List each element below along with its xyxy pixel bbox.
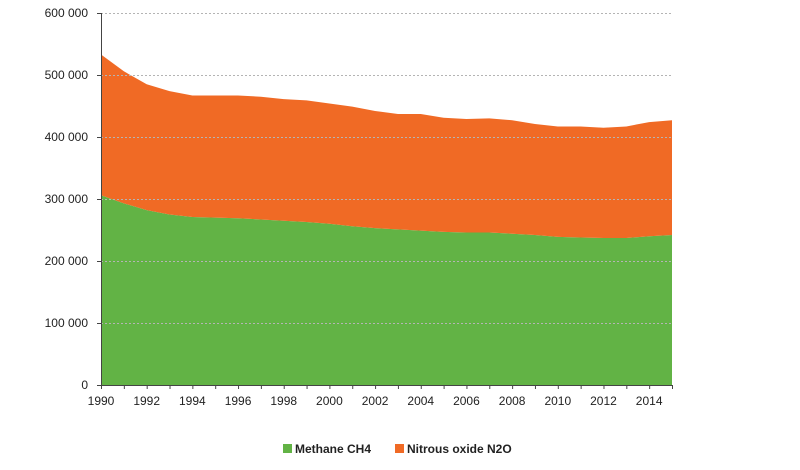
x-tick-label: 1996 xyxy=(225,394,252,408)
area-series xyxy=(101,54,672,385)
x-tick-label: 2006 xyxy=(453,394,480,408)
x-tick-label: 1998 xyxy=(270,394,297,408)
x-tick-label: 2008 xyxy=(499,394,526,408)
legend-label-nitrous-oxide: Nitrous oxide N2O xyxy=(407,442,512,456)
y-tick-label: 300 000 xyxy=(45,192,89,206)
gridlines xyxy=(101,13,672,324)
x-tick-label: 2002 xyxy=(362,394,389,408)
y-tick-label: 200 000 xyxy=(45,254,89,268)
y-tick-label: 500 000 xyxy=(45,68,89,82)
x-tick-label: 2004 xyxy=(407,394,434,408)
area-methane-ch4 xyxy=(101,195,672,385)
x-tick-label: 2014 xyxy=(636,394,663,408)
y-tick-label: 100 000 xyxy=(45,316,89,330)
legend-label-methane: Methane CH4 xyxy=(295,442,371,456)
legend-swatch-nitrous-oxide xyxy=(395,444,404,453)
y-tick-label: 600 000 xyxy=(45,6,89,20)
axes: 0 100 000 200 000 300 000 400 000 500 000 600 … xyxy=(45,6,673,408)
legend-item-methane: Methane CH4 xyxy=(283,442,371,456)
x-tick-label: 2010 xyxy=(544,394,571,408)
legend-item-nitrous-oxide: Nitrous oxide N2O xyxy=(395,442,512,456)
y-tick-label: 400 000 xyxy=(45,130,89,144)
y-tick-label: 0 xyxy=(81,378,88,392)
x-tick-label: 2000 xyxy=(316,394,343,408)
legend: Methane CH4 Nitrous oxide N2O xyxy=(283,442,512,456)
x-tick-label: 1994 xyxy=(179,394,206,408)
x-tick-label: 2012 xyxy=(590,394,617,408)
x-tick-label: 1990 xyxy=(88,394,115,408)
x-tick-label: 1992 xyxy=(133,394,160,408)
area-nitrous-oxide-n2o xyxy=(101,54,672,239)
legend-swatch-methane xyxy=(283,444,292,453)
